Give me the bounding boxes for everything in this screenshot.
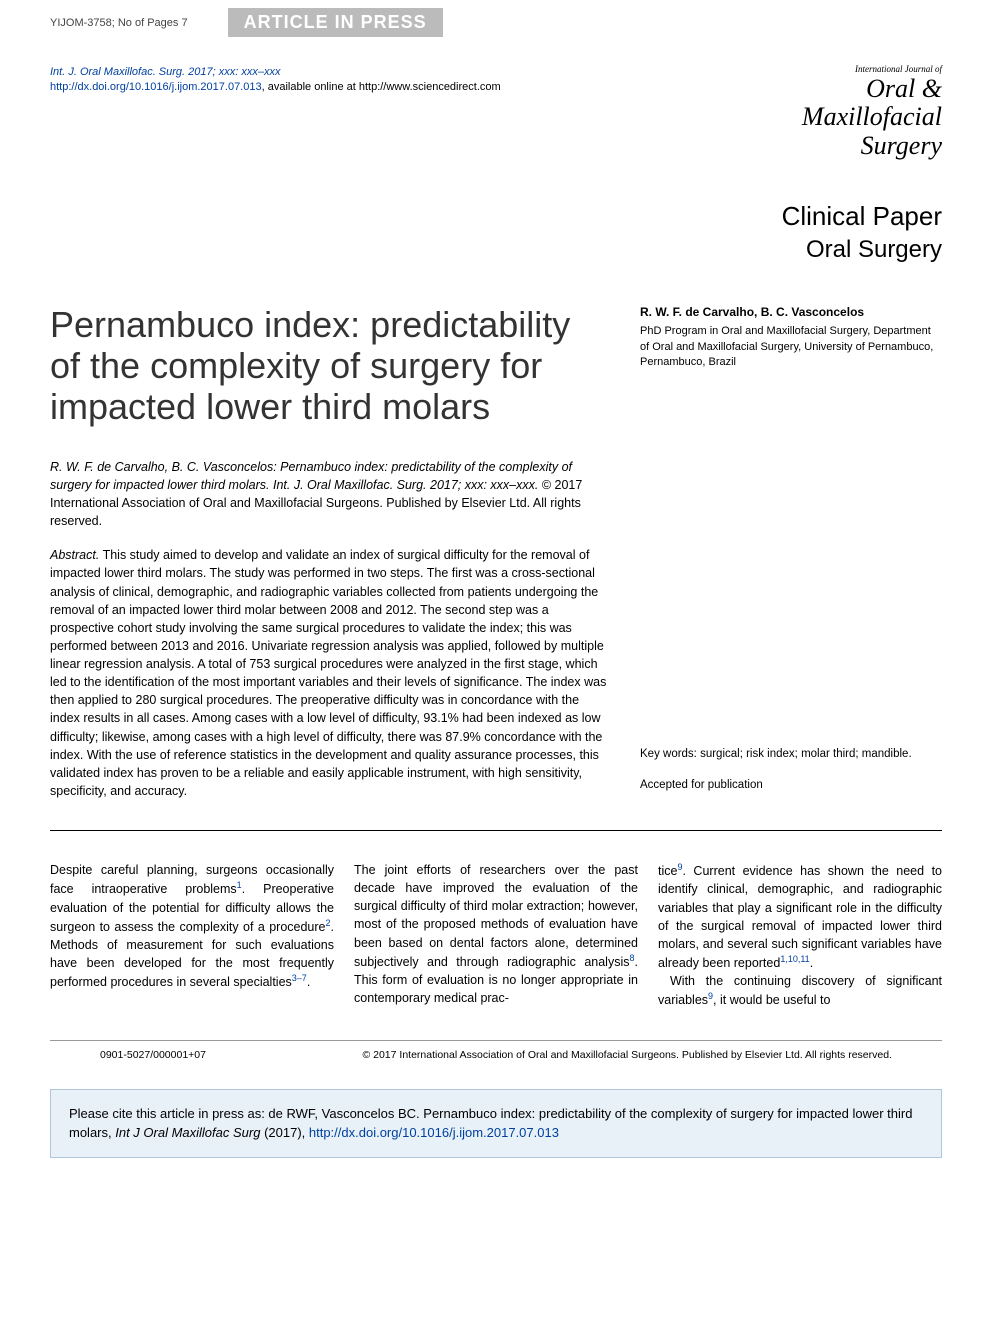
meta-row: R. W. F. de Carvalho, B. C. Vasconcelos:… bbox=[0, 448, 992, 820]
journal-name-1: Oral & bbox=[802, 75, 942, 104]
ref-3-7[interactable]: 3–7 bbox=[292, 973, 307, 983]
journal-name-3: Surgery bbox=[802, 132, 942, 161]
paper-type-clinical: Clinical Paper bbox=[50, 201, 942, 232]
top-bar: YIJOM-3758; No of Pages 7 ARTICLE IN PRE… bbox=[0, 0, 992, 45]
footer-left: 0901-5027/000001+07 bbox=[100, 1049, 206, 1061]
journal-logo: International Journal of Oral & Maxillof… bbox=[802, 65, 942, 161]
accepted-label: Accepted for publication bbox=[640, 777, 942, 794]
running-citation-block: R. W. F. de Carvalho, B. C. Vasconcelos:… bbox=[50, 458, 610, 531]
title-section: Pernambuco index: predictability of the … bbox=[0, 274, 992, 448]
paper-type-block: Clinical Paper Oral Surgery bbox=[0, 171, 992, 274]
body-column-2: The joint efforts of researchers over th… bbox=[354, 861, 638, 1009]
footer-line: 0901-5027/000001+07 © 2017 International… bbox=[50, 1040, 942, 1069]
header-row: Int. J. Oral Maxillofac. Surg. 2017; xxx… bbox=[0, 45, 992, 171]
body-para-2: The joint efforts of researchers over th… bbox=[354, 861, 638, 1007]
right-meta-column: Key words: surgical; risk index; molar t… bbox=[640, 458, 942, 800]
body-para-3a: tice9. Current evidence has shown the ne… bbox=[658, 861, 942, 972]
footer-right: © 2017 International Association of Oral… bbox=[362, 1049, 892, 1061]
citation-journal: Int. J. Oral Maxillofac. Surg. 2017; xxx… bbox=[50, 65, 501, 80]
authors-block: R. W. F. de Carvalho, B. C. Vasconcelos … bbox=[640, 304, 942, 428]
keywords-label: Key words: bbox=[640, 748, 697, 760]
document-id: YIJOM-3758; No of Pages 7 bbox=[50, 17, 188, 29]
author-affiliation: PhD Program in Oral and Maxillofacial Su… bbox=[640, 324, 942, 370]
body-column-3: tice9. Current evidence has shown the ne… bbox=[658, 861, 942, 1009]
available-online-text: , available online at http://www.science… bbox=[262, 81, 501, 93]
section-divider bbox=[50, 830, 942, 831]
cite-box-year: (2017), bbox=[260, 1125, 308, 1140]
citation-block: Int. J. Oral Maxillofac. Surg. 2017; xxx… bbox=[50, 65, 501, 161]
keywords-block: Key words: surgical; risk index; molar t… bbox=[640, 746, 942, 763]
article-title: Pernambuco index: predictability of the … bbox=[50, 304, 610, 428]
abstract-text: This study aimed to develop and validate… bbox=[50, 548, 606, 798]
cite-this-article-box: Please cite this article in press as: de… bbox=[50, 1089, 942, 1158]
body-columns: Despite careful planning, surgeons occas… bbox=[0, 861, 992, 1039]
body-column-1: Despite careful planning, surgeons occas… bbox=[50, 861, 334, 1009]
cite-box-journal: Int J Oral Maxillofac Surg bbox=[115, 1125, 260, 1140]
press-banner: ARTICLE IN PRESS bbox=[228, 8, 443, 37]
body-para-3b: With the continuing discovery of signifi… bbox=[658, 972, 942, 1009]
journal-name-2: Maxillofacial bbox=[802, 103, 942, 132]
left-meta-column: R. W. F. de Carvalho, B. C. Vasconcelos:… bbox=[50, 458, 610, 800]
cite-box-doi-link[interactable]: http://dx.doi.org/10.1016/j.ijom.2017.07… bbox=[309, 1125, 559, 1140]
paper-type-oral: Oral Surgery bbox=[50, 236, 942, 264]
abstract-label: Abstract. bbox=[50, 548, 99, 562]
abstract-block: Abstract. This study aimed to develop an… bbox=[50, 546, 610, 800]
author-names: R. W. F. de Carvalho, B. C. Vasconcelos bbox=[640, 304, 942, 321]
doi-link[interactable]: http://dx.doi.org/10.1016/j.ijom.2017.07… bbox=[50, 81, 262, 93]
citation-doi-line: http://dx.doi.org/10.1016/j.ijom.2017.07… bbox=[50, 80, 501, 95]
body-para-1: Despite careful planning, surgeons occas… bbox=[50, 861, 334, 991]
ref-1-10-11[interactable]: 1,10,11 bbox=[780, 954, 809, 964]
keywords-text: surgical; risk index; molar third; mandi… bbox=[697, 748, 912, 760]
running-citation: R. W. F. de Carvalho, B. C. Vasconcelos:… bbox=[50, 460, 572, 492]
